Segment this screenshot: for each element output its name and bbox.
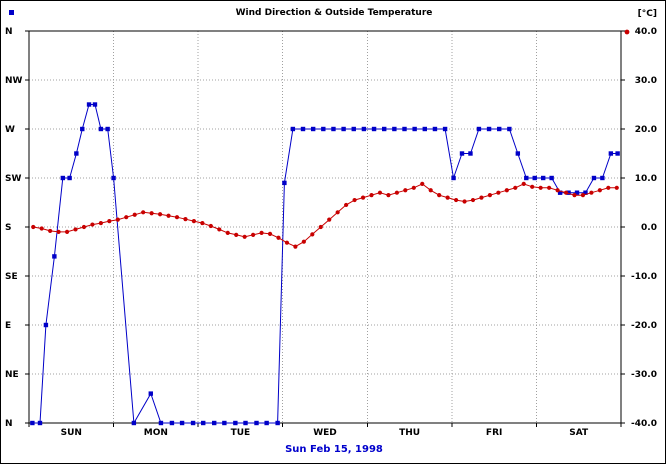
wind-direction-label: SE — [5, 272, 18, 282]
day-label: SUN — [61, 428, 82, 438]
axis-ticks — [25, 30, 625, 427]
wind-direction-label: S — [5, 223, 11, 233]
chart-canvas: N NW W SW S SE E NE N 40.0 30.0 20.0 10.0 0.0 -10.0 -20… — [5, 27, 657, 438]
temperature-tick-label: -30.0 — [631, 370, 657, 380]
temperature-tick-label: 40.0 — [635, 27, 657, 37]
day-label: FRI — [486, 428, 502, 438]
wind-direction-label: E — [5, 321, 11, 331]
temperature-tick-label: 10.0 — [635, 174, 657, 184]
outside-temperature-series — [31, 181, 619, 249]
temperature-tick-label: 30.0 — [635, 76, 657, 86]
chart-title: Wind Direction & Outside Temperature — [236, 8, 433, 18]
wind-legend-marker — [9, 10, 14, 15]
day-label: WED — [313, 428, 337, 438]
temperature-tick-label: 20.0 — [635, 125, 657, 135]
right-axis-labels: 40.0 30.0 20.0 10.0 0.0 -10.0 -20.0 -30.0 -40.0 — [631, 27, 657, 429]
date-caption: Sun Feb 15, 1998 — [285, 444, 383, 455]
day-label: SAT — [569, 428, 589, 438]
x-axis-labels: SUN MON TUE WED THU FRI SAT — [61, 428, 589, 438]
wind-direction-label: W — [5, 125, 15, 135]
day-label: TUE — [231, 428, 251, 438]
wind-direction-label: N — [5, 419, 13, 429]
day-label: MON — [144, 428, 168, 438]
wind-direction-label: N — [5, 27, 13, 37]
plot-border — [28, 30, 622, 424]
temp-legend-marker — [624, 29, 630, 35]
wind-direction-series — [30, 102, 620, 426]
temperature-tick-label: -20.0 — [631, 321, 657, 331]
temperature-tick-label: 0.0 — [641, 223, 657, 233]
temperature-tick-label: -40.0 — [631, 419, 657, 429]
temp-unit-label: [°C] — [638, 9, 657, 19]
wind-direction-label: NE — [5, 370, 19, 380]
left-axis-labels: N NW W SW S SE E NE N — [5, 27, 23, 429]
temperature-tick-label: -10.0 — [631, 272, 657, 282]
wind-direction-label: NW — [5, 76, 23, 86]
day-label: THU — [399, 428, 420, 438]
wind-direction-label: SW — [5, 174, 21, 184]
